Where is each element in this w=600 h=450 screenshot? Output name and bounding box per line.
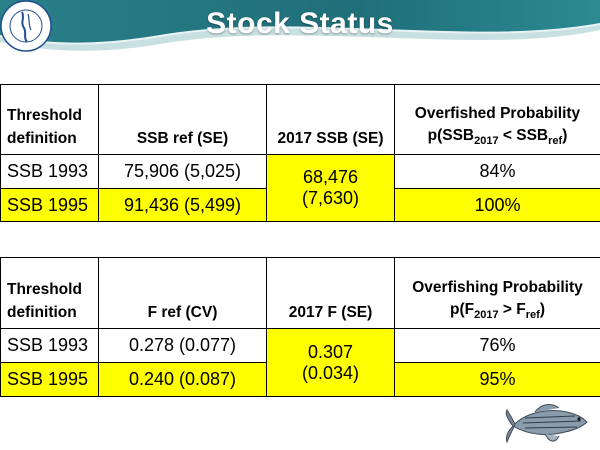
- title-banner: Stock Status: [0, 0, 600, 56]
- table-row: SSB 1993 75,906 (5,025) 68,476 (7,630) 84…: [0, 154, 600, 222]
- asmfc-seal-logo: [0, 0, 52, 52]
- row-label: SSB 1995: [0, 362, 99, 397]
- row-label: SSB 1993: [0, 154, 99, 189]
- striped-bass-icon: [505, 404, 588, 444]
- header-2017-ssb: 2017 SSB (SE): [266, 84, 395, 155]
- row-label: SSB 1995: [0, 188, 99, 222]
- table-row: SSB 1993 0.278 (0.077) 0.307 (0.034) 76%: [0, 328, 600, 397]
- row-label: SSB 1993: [0, 328, 99, 363]
- header-ssb-ref: SSB ref (SE): [98, 84, 267, 155]
- ssb-2017-value: 68,476 (7,630): [266, 154, 395, 222]
- header-threshold-definition: Threshold definition: [0, 84, 99, 155]
- overfished-probability-value: 84%: [394, 154, 600, 189]
- f-ref-value: 0.278 (0.077): [98, 328, 267, 363]
- overfishing-probability-value: 76%: [394, 328, 600, 363]
- header-2017-f: 2017 F (SE): [266, 257, 395, 329]
- header-overfishing-probability: Overfishing Probability p(F2017 > Fref): [394, 257, 600, 329]
- banner-wave-graphic: [0, 0, 600, 56]
- overfishing-probability-value: 95%: [394, 362, 600, 397]
- header-threshold-definition: Threshold definition: [0, 257, 99, 329]
- header-f-ref: F ref (CV): [98, 257, 267, 329]
- overfished-status-table: Threshold definition SSB ref (SE) 2017 S…: [0, 84, 600, 222]
- f-2017-value: 0.307 (0.034): [266, 328, 395, 397]
- page-title: Stock Status: [206, 7, 394, 40]
- header-overfished-probability: Overfished Probability p(SSB2017 < SSBre…: [394, 84, 600, 155]
- ssb-ref-value: 91,436 (5,499): [98, 188, 267, 222]
- overfished-probability-value: 100%: [394, 188, 600, 222]
- overfishing-status-table: Threshold definition F ref (CV) 2017 F (…: [0, 257, 600, 397]
- ssb-ref-value: 75,906 (5,025): [98, 154, 267, 189]
- f-ref-value: 0.240 (0.087): [98, 362, 267, 397]
